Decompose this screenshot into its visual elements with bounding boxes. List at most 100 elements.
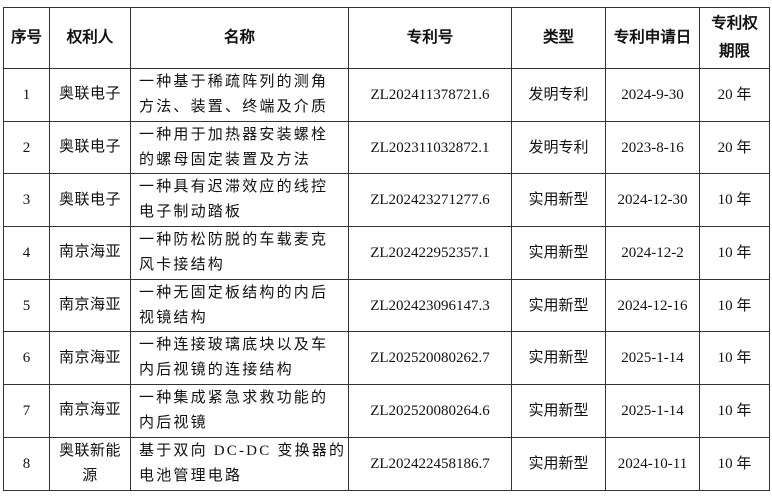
name-line: 一种连接玻璃底块以及车 bbox=[139, 337, 329, 354]
header-patent-no: 专利号 bbox=[348, 7, 512, 69]
header-term: 专利权 期限 bbox=[699, 7, 770, 69]
no-text: 3 bbox=[22, 192, 31, 209]
date-text: 2024-12-16 bbox=[617, 297, 688, 314]
cell-no: 7 bbox=[3, 384, 50, 438]
owner-text: 南京海亚 bbox=[58, 349, 121, 366]
name-line: 电子制动踏板 bbox=[139, 204, 243, 221]
cell-patent-no: ZL202422952357.1 bbox=[348, 226, 512, 280]
term-text: 20 年 bbox=[717, 86, 752, 103]
cell-patent-no: ZL202423271277.6 bbox=[348, 173, 512, 228]
date-text: 2024-12-30 bbox=[617, 192, 688, 209]
patent-no-text: ZL202422458186.7 bbox=[370, 455, 490, 472]
name-line: 一种具有迟滞效应的线控 bbox=[139, 179, 329, 196]
header-term-line: 专利权 bbox=[711, 15, 758, 32]
cell-date: 2025-1-14 bbox=[605, 331, 700, 386]
cell-term: 10 年 bbox=[699, 331, 770, 386]
owner-text: 南京海亚 bbox=[58, 244, 121, 261]
type-text: 实用新型 bbox=[528, 454, 589, 472]
no-text: 1 bbox=[22, 86, 31, 103]
name-line: 一种用于加热器安装螺栓 bbox=[139, 126, 329, 143]
no-text: 6 bbox=[22, 350, 31, 367]
table-row: 2 奥联电子 一种用于加热器安装螺栓 的螺母固定装置及方法 ZL202311032872… bbox=[3, 120, 770, 175]
cell-name: 一种基于稀疏阵列的测角 方法、装置、终端及介质 bbox=[130, 68, 349, 122]
table-row: 7 南京海亚 一种集成紧急求救功能的 内后视镜 ZL202520080264.6 实用新型… bbox=[3, 384, 770, 438]
cell-term: 10 年 bbox=[699, 384, 770, 438]
cell-term: 20 年 bbox=[699, 120, 770, 175]
date-text: 2024-9-30 bbox=[621, 86, 684, 103]
header-type: 类型 bbox=[511, 7, 606, 69]
name-line: 的螺母固定装置及方法 bbox=[139, 151, 312, 168]
header-term-line: 期限 bbox=[718, 43, 750, 60]
date-text: 2024-10-11 bbox=[617, 455, 688, 472]
cell-no: 4 bbox=[3, 226, 50, 280]
header-no: 序号 bbox=[3, 7, 50, 69]
cell-owner: 南京海亚 bbox=[49, 331, 131, 386]
name-line: 一种集成紧急求救功能的 bbox=[139, 389, 329, 406]
header-date: 专利申请日 bbox=[605, 7, 700, 69]
cell-name: 一种防松防脱的车载麦克 风卡接结构 bbox=[130, 226, 349, 280]
date-text: 2025-1-14 bbox=[621, 402, 684, 419]
table-row: 8 奥联新能源基于双向 DC-DC 变换器的 电池管理电路 ZL20242245818… bbox=[3, 436, 770, 491]
owner-text: 南京海亚 bbox=[58, 402, 121, 419]
name-line: 一种基于稀疏阵列的测角 bbox=[139, 73, 329, 90]
cell-term: 10 年 bbox=[699, 278, 770, 333]
owner-line: 源 bbox=[82, 467, 98, 484]
name-line: 内后视镜的连接结构 bbox=[139, 362, 294, 379]
cell-patent-no: ZL202422458186.7 bbox=[348, 436, 512, 491]
term-text: 10 年 bbox=[717, 297, 752, 314]
cell-term: 10 年 bbox=[699, 173, 770, 228]
type-text: 发明专利 bbox=[528, 138, 589, 156]
table-row: 4 南京海亚 一种防松防脱的车载麦克 风卡接结构 ZL202422952357.1 实用新… bbox=[3, 226, 770, 280]
type-text: 发明专利 bbox=[528, 85, 589, 103]
cell-name: 一种具有迟滞效应的线控 电子制动踏板 bbox=[130, 173, 349, 228]
cell-no: 8 bbox=[3, 436, 50, 491]
table-row: 3 奥联电子 一种具有迟滞效应的线控 电子制动踏板 ZL202423271277.6 实用… bbox=[3, 173, 770, 228]
cell-patent-no: ZL202423096147.3 bbox=[348, 278, 512, 333]
owner-text: 奥联电子 bbox=[58, 139, 121, 156]
no-text: 4 bbox=[22, 244, 31, 261]
term-text: 10 年 bbox=[717, 455, 752, 472]
cell-term: 10 年 bbox=[699, 436, 770, 491]
cell-no: 5 bbox=[3, 278, 50, 333]
owner-text: 南京海亚 bbox=[58, 297, 121, 314]
type-text: 实用新型 bbox=[528, 401, 589, 419]
cell-patent-no: ZL202520080262.7 bbox=[348, 331, 512, 386]
cell-owner: 南京海亚 bbox=[49, 226, 131, 280]
name-line: 内后视镜 bbox=[139, 414, 208, 431]
cell-name: 一种无固定板结构的内后 视镜结构 bbox=[130, 278, 349, 333]
type-text: 实用新型 bbox=[528, 296, 589, 314]
cell-no: 1 bbox=[3, 68, 50, 122]
cell-owner: 奥联电子 bbox=[49, 120, 131, 175]
patent-no-text: ZL202422952357.1 bbox=[370, 244, 490, 261]
table-row: 5 南京海亚 一种无固定板结构的内后 视镜结构 ZL202423096147.3 实用新型… bbox=[3, 278, 770, 333]
name-line: 一种防松防脱的车载麦克 bbox=[139, 231, 329, 248]
cell-type: 实用新型 bbox=[511, 331, 606, 386]
owner-text: 奥联电子 bbox=[58, 86, 121, 103]
term-text: 10 年 bbox=[717, 244, 752, 261]
no-text: 7 bbox=[22, 402, 31, 419]
patent-no-text: ZL202520080264.6 bbox=[370, 402, 490, 419]
cell-date: 2025-1-14 bbox=[605, 384, 700, 438]
owner-text: 奥联电子 bbox=[58, 191, 121, 208]
no-text: 5 bbox=[22, 297, 31, 314]
cell-date: 2024-9-30 bbox=[605, 68, 700, 122]
cell-patent-no: ZL202411378721.6 bbox=[348, 68, 512, 122]
table-row: 1 奥联电子 一种基于稀疏阵列的测角 方法、装置、终端及介质 ZL20241137872… bbox=[3, 68, 770, 122]
no-text: 2 bbox=[22, 139, 31, 156]
cell-no: 3 bbox=[3, 173, 50, 228]
term-text: 10 年 bbox=[717, 350, 752, 367]
no-text: 8 bbox=[22, 455, 31, 472]
cell-type: 发明专利 bbox=[511, 68, 606, 122]
table-header-row: 序号 权利人 名称 专利号 类型 专利申请日 专利权 期限 bbox=[3, 7, 770, 69]
cell-type: 实用新型 bbox=[511, 226, 606, 280]
cell-no: 6 bbox=[3, 331, 50, 386]
date-text: 2025-1-14 bbox=[621, 350, 684, 367]
name-line: 一种无固定板结构的内后 bbox=[139, 284, 329, 301]
cell-patent-no: ZL202520080264.6 bbox=[348, 384, 512, 438]
cell-name: 一种用于加热器安装螺栓 的螺母固定装置及方法 bbox=[130, 120, 349, 175]
header-name: 名称 bbox=[130, 7, 349, 69]
patent-no-text: ZL202411378721.6 bbox=[370, 86, 490, 103]
term-text: 20 年 bbox=[717, 139, 752, 156]
table-row: 6 南京海亚 一种连接玻璃底块以及车 内后视镜的连接结构 ZL202520080262.… bbox=[3, 331, 770, 386]
cell-no: 2 bbox=[3, 120, 50, 175]
